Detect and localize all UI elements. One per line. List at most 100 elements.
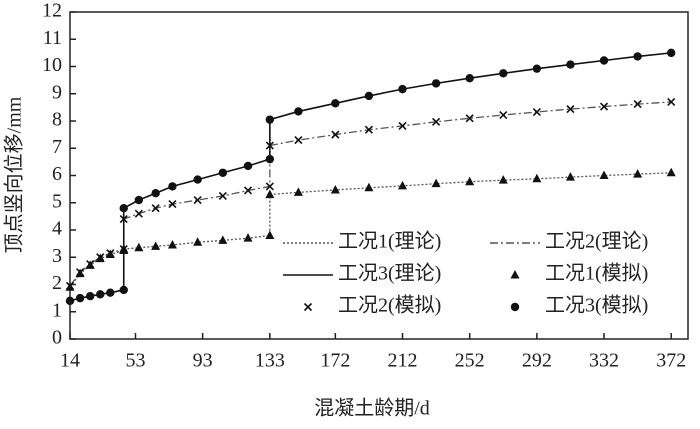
y-tick-label: 7 (52, 136, 62, 158)
marker-cross (168, 200, 177, 209)
marker-circle (151, 189, 160, 198)
marker-triangle (398, 180, 408, 190)
marker-triangle (330, 184, 340, 194)
marker-triangle (265, 189, 275, 199)
marker-circle (75, 293, 85, 303)
marker-triangle (243, 233, 253, 242)
marker-circle (65, 296, 75, 306)
y-tick-label: 8 (52, 109, 62, 131)
legend-label: 工况3(模拟) (545, 294, 648, 317)
marker-circle (119, 285, 128, 295)
marker-cross (599, 102, 609, 111)
marker-cross (243, 186, 253, 195)
x-tick-label: 292 (522, 350, 552, 372)
marker-cross (633, 100, 642, 109)
marker-triangle (151, 241, 161, 250)
series-line (69, 101, 672, 287)
marker-cross (667, 97, 676, 106)
marker-cross (86, 259, 95, 269)
y-tick-label: 2 (52, 272, 62, 294)
marker-circle (499, 69, 508, 78)
marker-cross (134, 209, 143, 218)
marker-cross (465, 114, 474, 123)
marker-circle (599, 56, 609, 65)
x-tick-label: 53 (125, 350, 145, 372)
x-tick-label: 133 (255, 350, 285, 372)
y-tick-label: 0 (52, 327, 62, 349)
marker-triangle (465, 176, 475, 186)
marker-circle (193, 175, 202, 184)
marker-circle (96, 290, 105, 299)
marker-circle (667, 48, 676, 58)
x-tick-label: 332 (589, 350, 619, 372)
y-tick-label: 6 (52, 163, 62, 185)
marker-triangle (532, 173, 542, 183)
marker-circle (106, 288, 115, 297)
marker-cross (532, 107, 541, 117)
marker-circle (134, 195, 144, 205)
marker-cross (76, 268, 85, 277)
marker-triangle (167, 239, 177, 249)
marker-circle (465, 74, 474, 83)
marker-cross (566, 104, 575, 114)
marker-circle (364, 91, 374, 101)
marker-circle (85, 292, 95, 301)
marker-triangle (431, 178, 441, 188)
y-tick-label: 5 (52, 190, 62, 212)
y-tick-label: 4 (52, 218, 62, 240)
marker-triangle (510, 270, 520, 279)
marker-circle (243, 161, 253, 171)
marker-cross (151, 204, 160, 213)
marker-cross (265, 182, 274, 191)
marker-circle (168, 182, 177, 191)
y-axis-label: 顶点竖向位移/mm (3, 96, 26, 253)
marker-circle (265, 154, 275, 164)
marker-circle (265, 115, 275, 124)
marker-circle (566, 60, 575, 69)
marker-circle (218, 168, 228, 177)
legend-label: 工况1(模拟) (545, 262, 648, 285)
marker-cross (303, 302, 313, 312)
x-axis-label: 混凝土龄期/d (314, 397, 430, 420)
legend-label: 工况1(理论) (338, 230, 441, 253)
x-tick-label: 252 (455, 350, 485, 372)
marker-circle (398, 84, 407, 94)
marker-circle (331, 99, 340, 108)
marker-circle (532, 64, 542, 73)
marker-cross (193, 195, 202, 205)
marker-cross (65, 281, 75, 290)
marker-cross (96, 253, 105, 262)
marker-cross (364, 125, 373, 134)
marker-circle (294, 107, 303, 116)
marker-cross (331, 130, 340, 139)
marker-cross (218, 191, 227, 201)
x-tick-label: 372 (656, 350, 686, 372)
y-tick-label: 1 (52, 299, 62, 321)
marker-cross (265, 141, 274, 150)
legend-label: 工况2(理论) (545, 230, 648, 253)
marker-circle (633, 52, 642, 61)
marker-circle (510, 302, 520, 312)
y-tick-label: 9 (52, 81, 62, 103)
marker-triangle (218, 235, 228, 244)
marker-triangle (293, 187, 303, 196)
marker-triangle (599, 170, 609, 179)
series-line (69, 172, 672, 288)
marker-triangle (364, 182, 374, 192)
marker-cross (499, 110, 508, 120)
marker-cross (119, 245, 128, 254)
marker-triangle (498, 175, 508, 184)
y-tick-label: 12 (42, 0, 62, 22)
y-tick-label: 10 (42, 54, 62, 76)
marker-circle (431, 79, 441, 88)
marker-cross (398, 121, 407, 130)
legend-label: 工况2(模拟) (338, 294, 441, 317)
marker-triangle (265, 230, 275, 239)
x-tick-label: 93 (193, 350, 213, 372)
y-tick-label: 11 (43, 27, 62, 49)
marker-cross (119, 215, 128, 224)
legend-label: 工况3(理论) (338, 262, 441, 285)
marker-triangle (193, 237, 203, 246)
